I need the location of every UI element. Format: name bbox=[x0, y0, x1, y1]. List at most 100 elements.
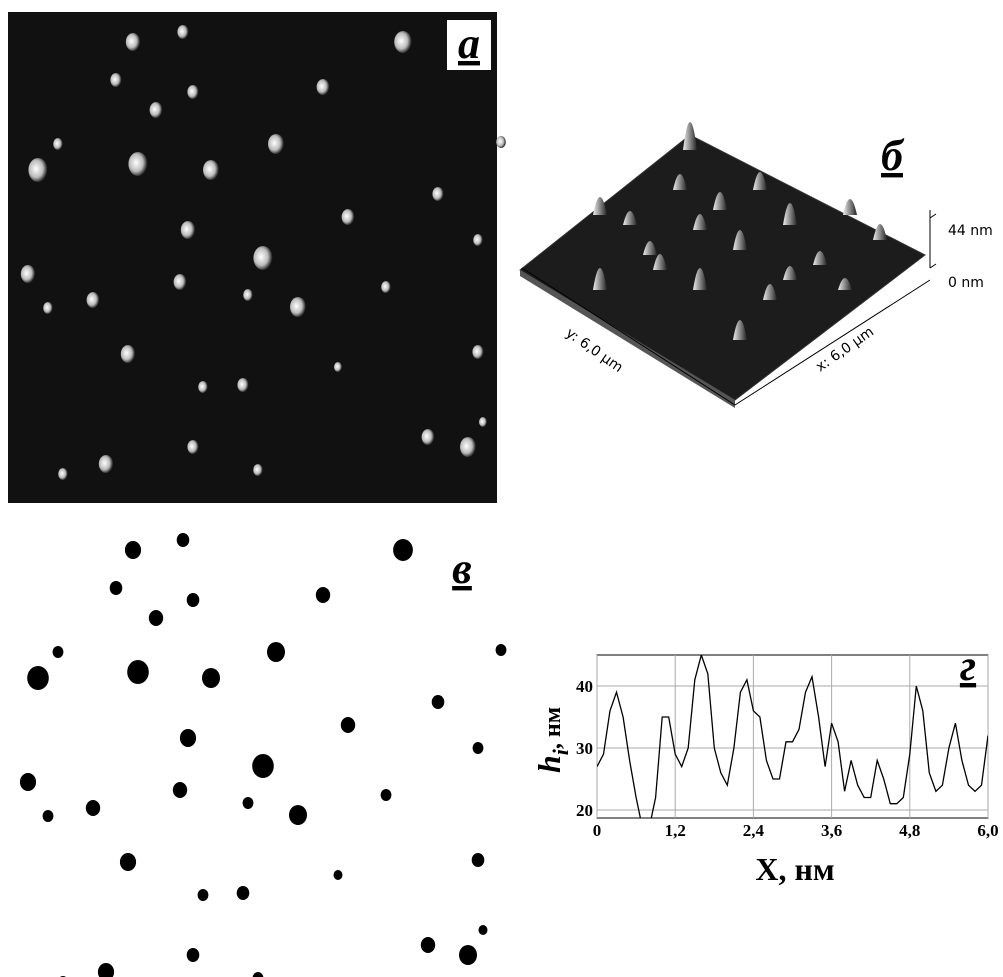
x-tick-label: 3,6 bbox=[821, 821, 842, 840]
y-axis-title: hi, нм bbox=[531, 707, 573, 773]
particle bbox=[126, 33, 140, 51]
particle bbox=[381, 281, 391, 293]
x-tick-label: 4,8 bbox=[899, 821, 920, 840]
particle bbox=[393, 539, 413, 561]
particle bbox=[150, 102, 163, 118]
x-tick-label: 0 bbox=[593, 821, 602, 840]
binary-particles bbox=[20, 533, 507, 977]
particle bbox=[341, 717, 355, 733]
particle bbox=[53, 646, 64, 658]
particle bbox=[460, 437, 476, 457]
particle bbox=[268, 134, 284, 154]
particle bbox=[253, 464, 263, 476]
particle bbox=[177, 25, 188, 39]
particle bbox=[121, 345, 135, 363]
x-tick-label: 2,4 bbox=[743, 821, 765, 840]
particle bbox=[120, 853, 136, 871]
particle bbox=[334, 362, 342, 372]
particle bbox=[237, 378, 248, 392]
particle bbox=[267, 642, 285, 662]
z-label: 0 nm bbox=[948, 275, 984, 291]
particle bbox=[243, 289, 253, 301]
particle bbox=[198, 889, 209, 901]
particle bbox=[110, 73, 121, 87]
particle bbox=[177, 533, 190, 547]
particle bbox=[128, 152, 147, 176]
particle bbox=[253, 972, 264, 977]
particle bbox=[472, 853, 485, 867]
particle bbox=[432, 187, 443, 201]
particle bbox=[125, 541, 141, 559]
particle bbox=[496, 136, 506, 148]
particle bbox=[58, 468, 68, 480]
particle bbox=[203, 160, 219, 180]
particle bbox=[316, 587, 330, 603]
particle bbox=[342, 209, 355, 225]
x-tick-label: 1,2 bbox=[665, 821, 686, 840]
peak bbox=[843, 199, 857, 215]
surface-3d bbox=[520, 122, 936, 408]
particle bbox=[173, 782, 187, 798]
particle bbox=[421, 937, 435, 953]
particle bbox=[43, 302, 53, 314]
particle bbox=[422, 429, 435, 445]
particle bbox=[202, 668, 220, 688]
particle bbox=[479, 925, 488, 935]
y-tick-label: 30 bbox=[576, 739, 593, 758]
particle bbox=[86, 800, 100, 816]
panel-label: б bbox=[881, 131, 905, 180]
particle bbox=[479, 417, 487, 427]
chart-label: г bbox=[960, 641, 976, 690]
particle bbox=[473, 742, 484, 754]
particle bbox=[334, 870, 343, 880]
panel-label: в bbox=[452, 544, 472, 593]
figure: а б 44 nm 0 nm y: 6,0 µm x: 6,0 µm в 01,… bbox=[0, 0, 1003, 977]
y-tick-label: 20 bbox=[576, 801, 593, 820]
particle bbox=[187, 85, 198, 99]
particle bbox=[290, 297, 306, 317]
particle bbox=[180, 729, 196, 747]
particle bbox=[43, 810, 54, 822]
z-label: 44 nm bbox=[948, 223, 993, 239]
particle bbox=[174, 274, 187, 290]
particle bbox=[243, 797, 254, 809]
y-axis-title-part: h bbox=[531, 755, 567, 773]
x-axis-title: X, нм bbox=[755, 851, 834, 887]
peak bbox=[683, 122, 697, 150]
particle bbox=[187, 440, 198, 454]
peak bbox=[873, 224, 887, 240]
particle bbox=[198, 381, 208, 393]
profile-line bbox=[597, 655, 988, 829]
particle bbox=[252, 754, 274, 778]
particle bbox=[473, 234, 483, 246]
particle bbox=[496, 644, 507, 656]
particle bbox=[98, 963, 114, 977]
afm-image bbox=[8, 12, 497, 503]
particle bbox=[149, 610, 163, 626]
y-axis-title-part: , нм bbox=[540, 707, 566, 749]
particle bbox=[27, 666, 49, 690]
particle bbox=[87, 292, 100, 308]
particle bbox=[127, 660, 149, 684]
particle bbox=[99, 455, 113, 473]
particle bbox=[110, 581, 123, 595]
particle bbox=[317, 79, 330, 95]
particle bbox=[53, 138, 63, 150]
y-tick-label: 40 bbox=[576, 677, 593, 696]
particle bbox=[394, 31, 412, 53]
particle bbox=[237, 886, 250, 900]
particle bbox=[289, 805, 307, 825]
particle bbox=[187, 948, 200, 962]
particle bbox=[472, 345, 483, 359]
particle bbox=[187, 593, 200, 607]
x-tick-label: 6,0 bbox=[977, 821, 998, 840]
particle bbox=[459, 945, 477, 965]
particle bbox=[21, 265, 35, 283]
particle bbox=[28, 158, 47, 182]
particle bbox=[432, 695, 445, 709]
particle bbox=[381, 789, 392, 801]
peak bbox=[593, 197, 607, 215]
panel-label: а bbox=[458, 19, 480, 68]
particle bbox=[253, 246, 272, 270]
particle bbox=[20, 773, 36, 791]
